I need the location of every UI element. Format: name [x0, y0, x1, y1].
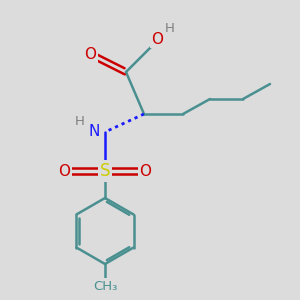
- Text: O: O: [152, 32, 164, 46]
- Text: N: N: [89, 124, 100, 140]
- Text: CH₃: CH₃: [93, 280, 117, 293]
- Text: H: H: [165, 22, 174, 35]
- Text: O: O: [84, 46, 96, 62]
- Text: O: O: [140, 164, 152, 178]
- Text: O: O: [58, 164, 70, 178]
- Text: S: S: [100, 162, 110, 180]
- Text: H: H: [75, 115, 84, 128]
